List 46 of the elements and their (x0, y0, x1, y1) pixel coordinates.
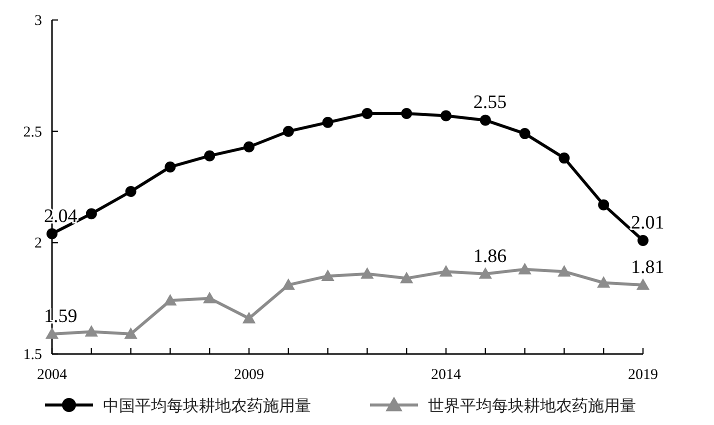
legend-label: 世界平均每块耕地农药施用量 (428, 397, 636, 415)
point (86, 208, 97, 220)
point (204, 150, 216, 162)
point (46, 228, 58, 240)
x-tick-label: 2009 (234, 367, 264, 383)
point (519, 128, 530, 140)
point (400, 272, 414, 284)
point (439, 265, 453, 277)
point (125, 186, 136, 197)
y-tick-label: 2 (34, 236, 42, 252)
point (478, 267, 492, 279)
point (558, 265, 571, 277)
point (360, 267, 374, 279)
point (322, 116, 334, 128)
data-label: 1.81 (631, 256, 664, 278)
point (638, 234, 648, 246)
point (480, 114, 491, 126)
point (321, 269, 334, 282)
y-tick-label: 2.5 (23, 124, 42, 140)
data-label: 2.55 (473, 92, 507, 114)
point (282, 278, 295, 290)
point (636, 278, 650, 290)
y-tick-label: 3 (34, 13, 42, 29)
x-tick-label: 2014 (431, 367, 462, 383)
point (282, 126, 294, 137)
point (242, 312, 256, 324)
point (84, 325, 98, 337)
data-label: 1.86 (473, 246, 507, 267)
point (203, 292, 216, 304)
point (244, 141, 254, 152)
x-tick-label: 2019 (628, 367, 658, 383)
point (558, 152, 570, 164)
data-label: 2.01 (631, 212, 664, 234)
point (598, 199, 610, 210)
point (45, 327, 59, 339)
y-tick-label: 1.5 (23, 347, 42, 363)
point (597, 276, 610, 288)
point (401, 108, 412, 120)
x-tick-label: 2004 (37, 367, 68, 383)
point (440, 110, 452, 122)
point (164, 161, 176, 172)
point (124, 327, 138, 339)
legend-label: 中国平均每块耕地农药施用量 (103, 397, 311, 415)
point (518, 262, 532, 274)
point (362, 108, 373, 120)
point (164, 294, 177, 306)
